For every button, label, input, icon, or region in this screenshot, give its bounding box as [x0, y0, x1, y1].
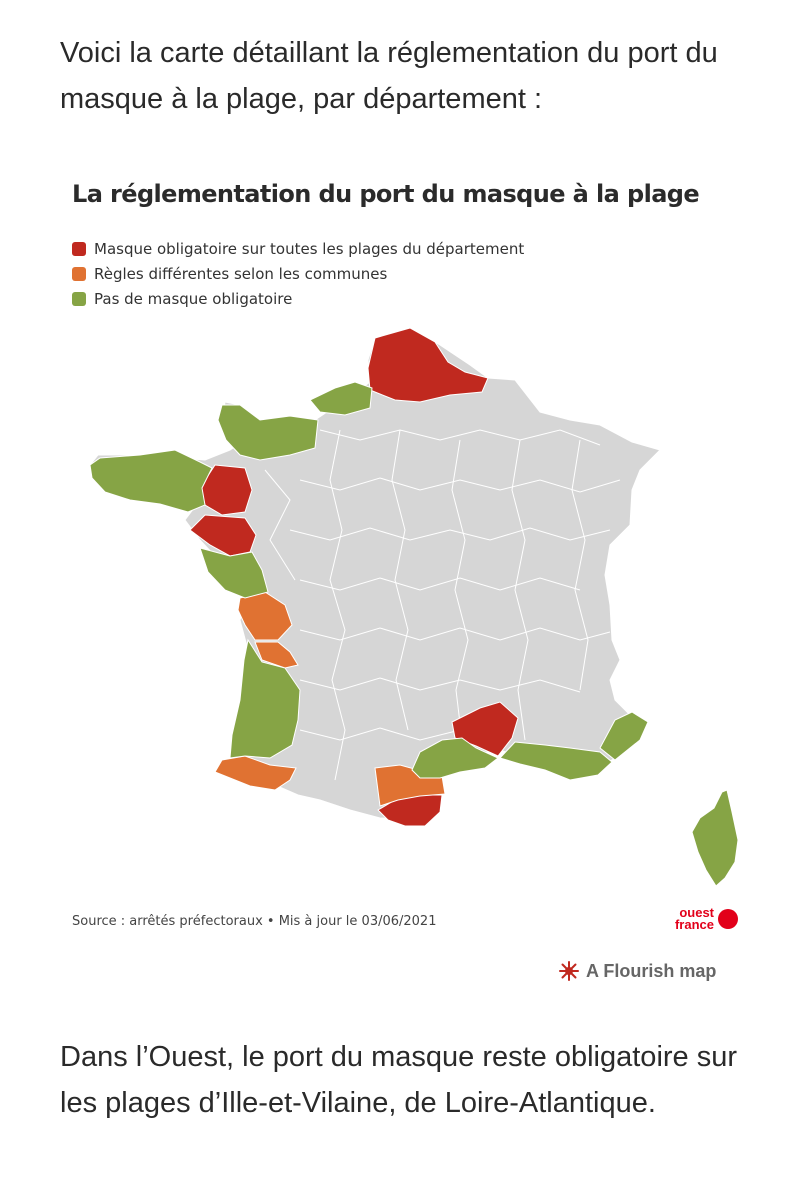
dept-var[interactable]: [499, 741, 613, 781]
logo-circle-icon: [718, 909, 738, 929]
department-borders: [264, 429, 621, 781]
dept-gironde-landes[interactable]: [229, 638, 301, 759]
dept-herault-bouches-du-rhone[interactable]: [411, 737, 499, 779]
legend-swatch-green: [72, 291, 86, 306]
flourish-credit[interactable]: A Flourish map: [558, 960, 716, 982]
dept-loire-atlantique[interactable]: [189, 514, 257, 557]
flourish-label: A Flourish map: [586, 960, 717, 981]
dept-vendee-coast[interactable]: [199, 547, 269, 599]
dept-finistere-cotes-darmor-morbihan[interactable]: [89, 449, 213, 513]
dept-pyrenees-atlantiques[interactable]: [214, 755, 297, 791]
dept-seine-maritime[interactable]: [309, 381, 373, 416]
map-source: Source : arrêtés préfectoraux • Mis à jo…: [72, 914, 437, 929]
logo-wordmark: ouest france: [674, 905, 714, 932]
legend-swatch-red: [72, 241, 86, 256]
france-map[interactable]: [60, 310, 760, 900]
legend-swatch-orange: [72, 266, 86, 281]
map-legend: Masque obligatoire sur toutes les plages…: [72, 236, 524, 311]
ouest-france-logo[interactable]: ouest france: [660, 905, 740, 939]
dept-alpes-maritimes[interactable]: [599, 711, 649, 761]
flourish-star-icon: [559, 961, 579, 981]
legend-label: Masque obligatoire sur toutes les plages…: [94, 239, 525, 258]
legend-item-varies[interactable]: Règles différentes selon les communes: [72, 261, 524, 286]
intro-paragraph: Voici la carte détaillant la réglementat…: [60, 37, 718, 115]
legend-label: Règles différentes selon les communes: [94, 264, 388, 283]
corsica[interactable]: [691, 789, 739, 887]
dept-charente-maritime[interactable]: [254, 641, 299, 669]
dept-vendee[interactable]: [237, 591, 293, 641]
dept-manche-calvados[interactable]: [217, 404, 319, 461]
mainland-france[interactable]: [89, 327, 661, 821]
outro-paragraph: Dans l’Ouest, le port du masque reste ob…: [60, 1041, 738, 1119]
legend-item-mandatory[interactable]: Masque obligatoire sur toutes les plages…: [72, 236, 524, 261]
legend-label: Pas de masque obligatoire: [94, 289, 293, 308]
map-title: La réglementation du port du masque à la…: [72, 180, 700, 208]
legend-item-none[interactable]: Pas de masque obligatoire: [72, 286, 524, 311]
